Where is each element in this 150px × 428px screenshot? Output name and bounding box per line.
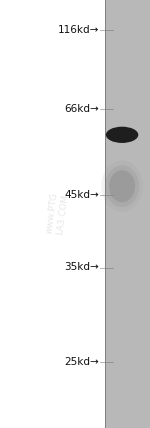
Text: 45kd→: 45kd→ xyxy=(64,190,99,200)
Text: 25kd→: 25kd→ xyxy=(64,357,99,367)
Text: 66kd→: 66kd→ xyxy=(64,104,99,114)
Ellipse shape xyxy=(101,160,143,212)
Bar xyxy=(105,0,150,428)
Text: 116kd→: 116kd→ xyxy=(58,25,99,35)
Ellipse shape xyxy=(109,170,135,202)
Text: www.PTG
LA3.COM: www.PTG LA3.COM xyxy=(45,192,69,236)
Text: 35kd→: 35kd→ xyxy=(64,262,99,273)
Bar xyxy=(0,0,105,428)
Ellipse shape xyxy=(106,127,138,143)
Ellipse shape xyxy=(105,165,139,207)
